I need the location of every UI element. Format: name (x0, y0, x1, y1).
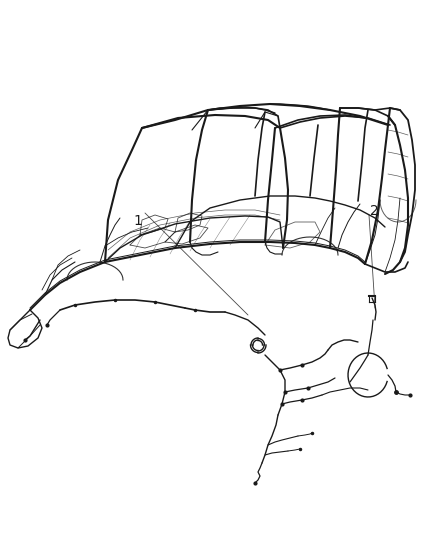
Text: 1: 1 (134, 214, 142, 228)
Text: 2: 2 (370, 204, 379, 217)
